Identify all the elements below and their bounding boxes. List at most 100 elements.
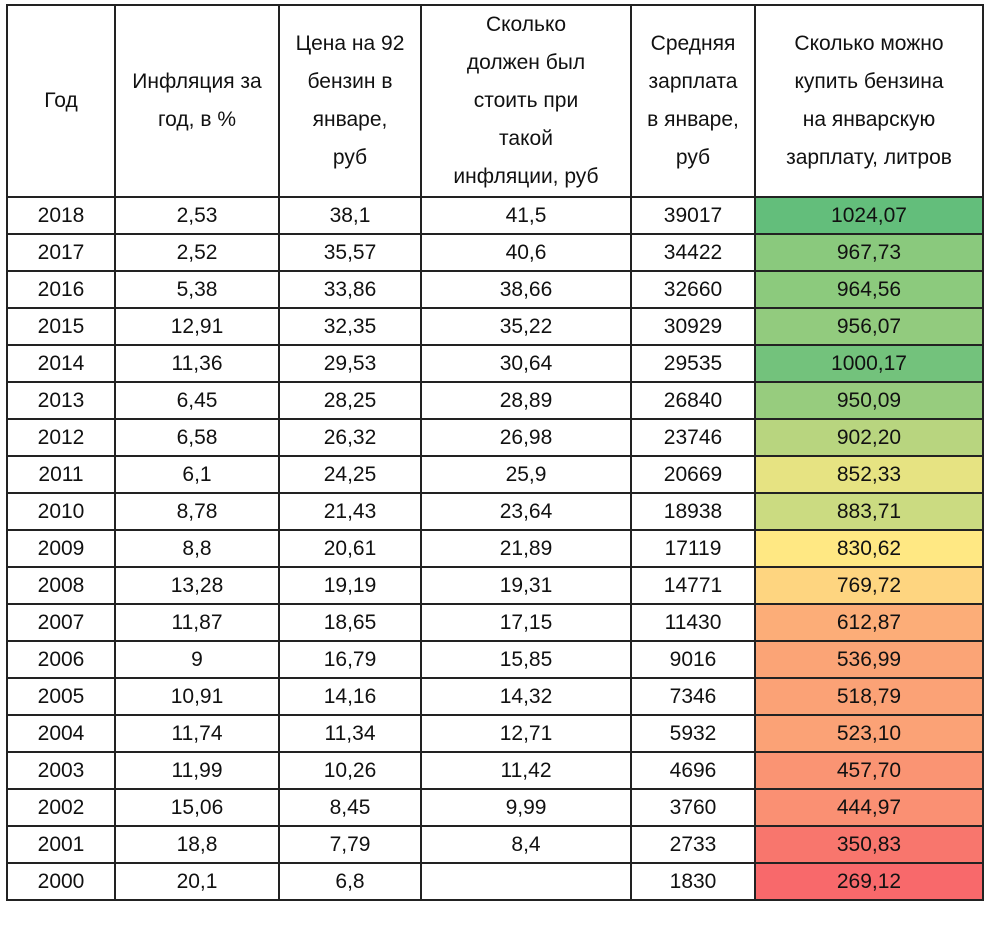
cell-year[interactable]: 2003	[6, 751, 116, 790]
cell-liters[interactable]: 964,56	[754, 270, 984, 309]
header-year[interactable]: Год	[6, 4, 116, 198]
cell-adjusted-price[interactable]: 8,4	[420, 825, 632, 864]
cell-year[interactable]: 2016	[6, 270, 116, 309]
cell-price[interactable]: 16,79	[278, 640, 422, 679]
cell-salary[interactable]: 17119	[630, 529, 756, 568]
cell-salary[interactable]: 39017	[630, 196, 756, 235]
cell-price[interactable]: 33,86	[278, 270, 422, 309]
cell-salary[interactable]: 20669	[630, 455, 756, 494]
cell-price[interactable]: 24,25	[278, 455, 422, 494]
cell-price[interactable]: 6,8	[278, 862, 422, 901]
cell-year[interactable]: 2007	[6, 603, 116, 642]
cell-inflation[interactable]: 11,36	[114, 344, 280, 383]
cell-adjusted-price[interactable]: 23,64	[420, 492, 632, 531]
header-inflation[interactable]: Инфляция за год, в %	[114, 4, 280, 198]
cell-inflation[interactable]: 9	[114, 640, 280, 679]
cell-adjusted-price[interactable]: 14,32	[420, 677, 632, 716]
cell-year[interactable]: 2006	[6, 640, 116, 679]
cell-inflation[interactable]: 15,06	[114, 788, 280, 827]
cell-year[interactable]: 2008	[6, 566, 116, 605]
cell-price[interactable]: 10,26	[278, 751, 422, 790]
cell-price[interactable]: 8,45	[278, 788, 422, 827]
cell-adjusted-price[interactable]: 26,98	[420, 418, 632, 457]
cell-liters[interactable]: 523,10	[754, 714, 984, 753]
cell-liters[interactable]: 830,62	[754, 529, 984, 568]
cell-salary[interactable]: 29535	[630, 344, 756, 383]
cell-adjusted-price[interactable]: 35,22	[420, 307, 632, 346]
cell-liters[interactable]: 883,71	[754, 492, 984, 531]
cell-price[interactable]: 32,35	[278, 307, 422, 346]
cell-salary[interactable]: 18938	[630, 492, 756, 531]
cell-adjusted-price[interactable]: 19,31	[420, 566, 632, 605]
cell-price[interactable]: 14,16	[278, 677, 422, 716]
cell-inflation[interactable]: 2,53	[114, 196, 280, 235]
cell-liters[interactable]: 1024,07	[754, 196, 984, 235]
cell-inflation[interactable]: 18,8	[114, 825, 280, 864]
cell-price[interactable]: 28,25	[278, 381, 422, 420]
cell-year[interactable]: 2017	[6, 233, 116, 272]
cell-salary[interactable]: 4696	[630, 751, 756, 790]
cell-liters[interactable]: 518,79	[754, 677, 984, 716]
cell-salary[interactable]: 30929	[630, 307, 756, 346]
header-adjusted-price[interactable]: Сколько должен был стоить при такой инфл…	[420, 4, 632, 198]
cell-year[interactable]: 2004	[6, 714, 116, 753]
cell-liters[interactable]: 967,73	[754, 233, 984, 272]
cell-salary[interactable]: 11430	[630, 603, 756, 642]
cell-adjusted-price[interactable]: 9,99	[420, 788, 632, 827]
cell-inflation[interactable]: 2,52	[114, 233, 280, 272]
header-salary[interactable]: Средняя зарплата в январе, руб	[630, 4, 756, 198]
cell-liters[interactable]: 350,83	[754, 825, 984, 864]
cell-liters[interactable]: 769,72	[754, 566, 984, 605]
cell-price[interactable]: 18,65	[278, 603, 422, 642]
cell-liters[interactable]: 457,70	[754, 751, 984, 790]
cell-liters[interactable]: 269,12	[754, 862, 984, 901]
cell-salary[interactable]: 3760	[630, 788, 756, 827]
cell-year[interactable]: 2002	[6, 788, 116, 827]
cell-inflation[interactable]: 10,91	[114, 677, 280, 716]
cell-inflation[interactable]: 11,74	[114, 714, 280, 753]
cell-inflation[interactable]: 8,78	[114, 492, 280, 531]
cell-year[interactable]: 2005	[6, 677, 116, 716]
cell-salary[interactable]: 32660	[630, 270, 756, 309]
cell-price[interactable]: 11,34	[278, 714, 422, 753]
header-liters[interactable]: Сколько можно купить бензина на январску…	[754, 4, 984, 198]
cell-salary[interactable]: 2733	[630, 825, 756, 864]
cell-salary[interactable]: 26840	[630, 381, 756, 420]
cell-inflation[interactable]: 6,45	[114, 381, 280, 420]
cell-inflation[interactable]: 5,38	[114, 270, 280, 309]
cell-adjusted-price[interactable]: 11,42	[420, 751, 632, 790]
cell-year[interactable]: 2009	[6, 529, 116, 568]
cell-inflation[interactable]: 6,1	[114, 455, 280, 494]
cell-liters[interactable]: 1000,17	[754, 344, 984, 383]
cell-adjusted-price[interactable]: 15,85	[420, 640, 632, 679]
cell-inflation[interactable]: 13,28	[114, 566, 280, 605]
cell-price[interactable]: 19,19	[278, 566, 422, 605]
cell-year[interactable]: 2011	[6, 455, 116, 494]
cell-inflation[interactable]: 6,58	[114, 418, 280, 457]
cell-inflation[interactable]: 8,8	[114, 529, 280, 568]
cell-salary[interactable]: 14771	[630, 566, 756, 605]
cell-year[interactable]: 2001	[6, 825, 116, 864]
cell-liters[interactable]: 956,07	[754, 307, 984, 346]
cell-salary[interactable]: 7346	[630, 677, 756, 716]
cell-salary[interactable]: 23746	[630, 418, 756, 457]
cell-inflation[interactable]: 12,91	[114, 307, 280, 346]
cell-adjusted-price[interactable]: 25,9	[420, 455, 632, 494]
cell-price[interactable]: 29,53	[278, 344, 422, 383]
cell-price[interactable]: 38,1	[278, 196, 422, 235]
cell-year[interactable]: 2012	[6, 418, 116, 457]
cell-year[interactable]: 2010	[6, 492, 116, 531]
cell-inflation[interactable]: 20,1	[114, 862, 280, 901]
cell-inflation[interactable]: 11,99	[114, 751, 280, 790]
cell-liters[interactable]: 612,87	[754, 603, 984, 642]
cell-adjusted-price[interactable]: 38,66	[420, 270, 632, 309]
cell-liters[interactable]: 902,20	[754, 418, 984, 457]
cell-adjusted-price[interactable]: 17,15	[420, 603, 632, 642]
cell-adjusted-price[interactable]	[420, 862, 632, 901]
cell-price[interactable]: 21,43	[278, 492, 422, 531]
cell-adjusted-price[interactable]: 40,6	[420, 233, 632, 272]
cell-year[interactable]: 2014	[6, 344, 116, 383]
cell-adjusted-price[interactable]: 41,5	[420, 196, 632, 235]
cell-adjusted-price[interactable]: 30,64	[420, 344, 632, 383]
cell-salary[interactable]: 5932	[630, 714, 756, 753]
